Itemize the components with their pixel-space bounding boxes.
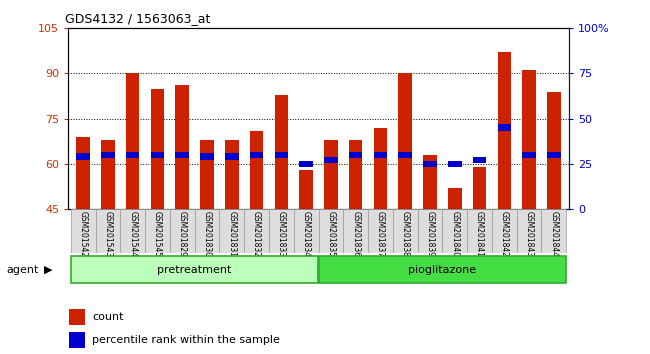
Text: GSM201834: GSM201834: [302, 211, 311, 257]
Text: GSM201840: GSM201840: [450, 211, 460, 257]
Text: GSM201839: GSM201839: [426, 211, 434, 257]
Bar: [96, 209, 120, 253]
Text: pretreatment: pretreatment: [157, 265, 232, 275]
Bar: [145, 209, 170, 253]
Bar: [71, 209, 96, 253]
Bar: [374, 152, 387, 158]
Bar: [170, 209, 194, 253]
Text: GSM201542: GSM201542: [79, 211, 88, 257]
Text: GSM201838: GSM201838: [400, 211, 410, 257]
Text: GSM201830: GSM201830: [203, 211, 211, 257]
Bar: [274, 95, 288, 209]
Bar: [467, 209, 492, 253]
Bar: [126, 74, 140, 209]
Bar: [101, 140, 114, 209]
Bar: [220, 209, 244, 253]
Bar: [492, 209, 517, 253]
Text: GSM201831: GSM201831: [227, 211, 237, 257]
Bar: [374, 128, 387, 209]
Bar: [398, 74, 412, 209]
Bar: [250, 152, 263, 158]
Bar: [76, 153, 90, 160]
Bar: [497, 52, 511, 209]
Bar: [318, 209, 343, 253]
Bar: [523, 152, 536, 158]
Bar: [176, 86, 189, 209]
Text: count: count: [92, 312, 124, 322]
Bar: [200, 140, 214, 209]
Text: percentile rank within the sample: percentile rank within the sample: [92, 335, 280, 345]
Bar: [423, 161, 437, 167]
Text: GDS4132 / 1563063_at: GDS4132 / 1563063_at: [65, 12, 211, 25]
Bar: [71, 256, 318, 284]
Bar: [200, 153, 214, 160]
Bar: [343, 209, 368, 253]
Bar: [497, 125, 511, 131]
Text: GSM201545: GSM201545: [153, 211, 162, 257]
Bar: [417, 209, 443, 253]
Bar: [448, 188, 462, 209]
Text: GSM201543: GSM201543: [103, 211, 112, 257]
Text: ▶: ▶: [44, 265, 53, 275]
Bar: [176, 152, 189, 158]
Bar: [398, 152, 412, 158]
Text: GSM201544: GSM201544: [128, 211, 137, 257]
Bar: [244, 209, 269, 253]
Bar: [69, 332, 84, 348]
Bar: [126, 152, 140, 158]
Bar: [151, 88, 164, 209]
Bar: [368, 209, 393, 253]
Bar: [547, 152, 561, 158]
Bar: [294, 209, 318, 253]
Text: pioglitazone: pioglitazone: [408, 265, 476, 275]
Bar: [324, 157, 338, 163]
Bar: [76, 137, 90, 209]
Text: GSM201833: GSM201833: [277, 211, 286, 257]
Bar: [393, 209, 417, 253]
Bar: [473, 157, 486, 163]
Text: GSM201841: GSM201841: [475, 211, 484, 257]
Bar: [318, 256, 566, 284]
Bar: [423, 155, 437, 209]
Bar: [349, 152, 363, 158]
Bar: [547, 92, 561, 209]
Text: GSM201843: GSM201843: [525, 211, 534, 257]
Bar: [299, 170, 313, 209]
Bar: [250, 131, 263, 209]
Text: GSM201837: GSM201837: [376, 211, 385, 257]
Text: GSM201842: GSM201842: [500, 211, 509, 257]
Text: GSM201835: GSM201835: [326, 211, 335, 257]
Bar: [151, 152, 164, 158]
Bar: [349, 140, 363, 209]
Bar: [269, 209, 294, 253]
Bar: [274, 152, 288, 158]
Text: GSM201836: GSM201836: [351, 211, 360, 257]
Bar: [299, 161, 313, 167]
Text: agent: agent: [6, 265, 39, 275]
Bar: [120, 209, 145, 253]
Text: GSM201832: GSM201832: [252, 211, 261, 257]
Bar: [324, 140, 338, 209]
Bar: [473, 167, 486, 209]
Bar: [101, 152, 114, 158]
Bar: [448, 161, 462, 167]
Bar: [443, 209, 467, 253]
Bar: [541, 209, 566, 253]
Bar: [523, 70, 536, 209]
Bar: [225, 153, 239, 160]
Bar: [517, 209, 541, 253]
Bar: [225, 140, 239, 209]
Bar: [194, 209, 220, 253]
Bar: [69, 309, 84, 325]
Text: GSM201829: GSM201829: [177, 211, 187, 257]
Text: GSM201844: GSM201844: [549, 211, 558, 257]
